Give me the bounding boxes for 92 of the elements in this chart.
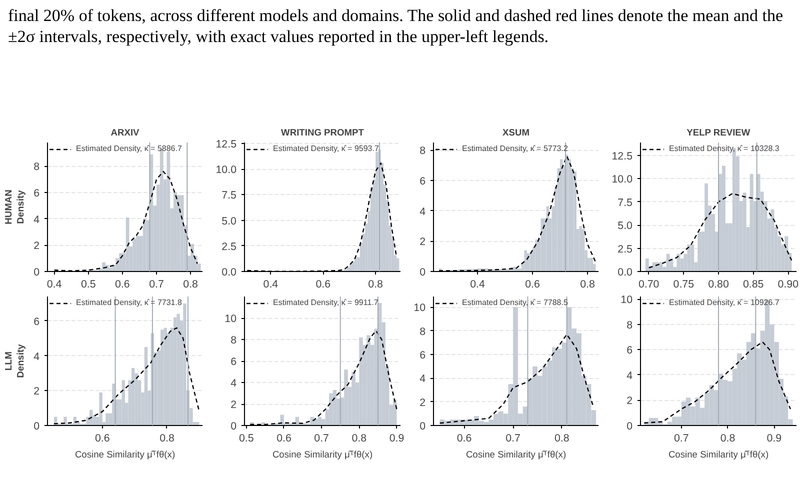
y-tick-label: 12.5	[216, 138, 237, 151]
y-tick-label: 2	[34, 386, 40, 398]
legend-label: Estimated Density, κ̂ = 9911.7	[273, 298, 378, 307]
x-tick-label: 0.7	[506, 432, 521, 444]
y-tick-label: 8	[420, 145, 426, 158]
x-tick-label: 0.6	[94, 432, 110, 444]
x-tick-label: 0.8	[580, 278, 595, 290]
y-tick-label: 10.0	[216, 164, 237, 176]
y-axis-title: LLM Density	[4, 343, 26, 378]
x-tick-label: 0.6	[525, 278, 540, 290]
y-tick-label: 0	[34, 420, 40, 432]
x-tick-label: 0.8	[720, 432, 736, 444]
legend-label: Estimated Density, κ̂ = 10926.7	[669, 298, 780, 307]
y-tick-label: 2.5	[618, 243, 633, 256]
y-tick-label: 4	[626, 370, 633, 382]
x-tick-label: 0.8	[352, 432, 367, 444]
y-tick-label: 8	[34, 161, 40, 174]
x-tick-label: 0.85	[742, 278, 764, 290]
x-tick-label: 0.4	[263, 278, 278, 290]
y-tick-label: 0	[420, 266, 426, 278]
x-axis-title: Cosine Similarity μ̂ᵀfθ(x)	[466, 450, 566, 460]
y-tick-label: 4	[420, 206, 426, 218]
x-tick-label: 0.75	[673, 278, 694, 290]
y-tick-label: 10	[414, 302, 426, 314]
y-tick-label: 2	[626, 395, 633, 408]
chart-title: XSUM	[502, 128, 530, 138]
x-tick-label: 0.7	[674, 432, 689, 444]
x-tick-label: 0.80	[708, 278, 729, 290]
y-tick-label: 0.0	[222, 266, 237, 278]
x-tick-label: 0.90	[778, 278, 799, 290]
y-tick-label: 0	[230, 420, 237, 432]
x-axis-title: Cosine Similarity μ̂ᵀfθ(x)	[74, 450, 176, 460]
x-tick-label: 0.6	[316, 278, 331, 290]
y-axis-title: HUMAN Density	[4, 189, 26, 224]
y-tick-label: 5.0	[222, 215, 237, 228]
x-tick-label: 0.8	[160, 432, 174, 444]
y-tick-label: 8	[230, 334, 237, 346]
x-tick-label: 0.8	[183, 278, 198, 290]
legend-label: Estimated Density, κ̂ = 5773.2	[462, 144, 568, 153]
y-tick-label: 2	[34, 240, 40, 252]
y-tick-label: 4	[34, 350, 40, 363]
y-tick-label: 12.5	[612, 150, 633, 162]
legend-label: Estimated Density, κ̂ = 5886.7	[76, 144, 182, 153]
y-tick-label: 2.5	[222, 240, 237, 253]
x-axis-title: Cosine Similarity μ̂ᵀfθ(x)	[272, 450, 373, 460]
y-tick-label: 2	[420, 396, 426, 409]
y-tick-label: 7.5	[222, 190, 237, 202]
x-tick-label: 0.7	[314, 432, 330, 444]
x-tick-label: 0.4	[46, 278, 62, 290]
y-tick-label: 6	[420, 175, 426, 188]
y-tick-label: 8	[420, 326, 426, 338]
chart-title: WRITING PROMPT	[281, 128, 364, 138]
y-tick-label: 6	[34, 188, 40, 200]
legend-label: Estimated Density, κ̂ = 7731.8	[76, 298, 182, 307]
x-tick-label: 0.9	[766, 432, 782, 444]
y-tick-label: 4	[34, 214, 40, 226]
x-tick-label: 0.5	[80, 278, 96, 290]
y-tick-label: 6	[34, 316, 40, 328]
chart-title: YELP REVIEW	[686, 128, 750, 138]
x-tick-label: 0.8	[368, 278, 384, 290]
y-tick-label: 0	[34, 266, 40, 278]
y-tick-label: 0	[626, 420, 633, 432]
text: final 20% of tokens, across different models and domains. The solid and dashed red lines denote the mean and the ±2σ intervals, respectively, with exact values reported in the upper-left legends.	[8, 5, 784, 48]
y-tick-label: 6	[626, 344, 633, 357]
y-tick-label: 8	[626, 319, 633, 332]
x-tick-label: 0.6	[456, 432, 472, 444]
x-tick-label: 0.6	[276, 432, 292, 444]
y-tick-label: 2	[420, 236, 426, 248]
y-tick-label: 10.0	[612, 174, 633, 186]
y-tick-label: 2	[230, 399, 237, 411]
y-tick-label: 6	[230, 356, 237, 368]
x-tick-label: 0.7	[149, 278, 164, 290]
legend-label: Estimated Density, κ̂ = 9593.7	[273, 144, 379, 153]
legend-label: Estimated Density, κ̂ = 10328.3	[669, 144, 780, 153]
x-tick-label: 0.8	[554, 432, 570, 444]
y-tick-label: 5.0	[618, 220, 633, 232]
y-tick-label: 4	[420, 373, 426, 386]
y-tick-label: 4	[230, 378, 237, 390]
chart-title: ARXIV	[110, 128, 140, 138]
x-tick-label: 0.9	[389, 432, 404, 444]
y-tick-label: 0	[420, 420, 426, 432]
legend-label: Estimated Density, κ̂ = 7788.5	[462, 298, 568, 307]
y-tick-label: 10	[224, 313, 237, 325]
y-tick-label: 0.0	[618, 266, 633, 278]
x-tick-label: 0.5	[238, 432, 254, 444]
x-tick-label: 0.70	[638, 278, 660, 290]
y-tick-label: 7.5	[618, 196, 633, 209]
y-tick-label: 10	[620, 294, 633, 306]
x-tick-label: 0.6	[115, 278, 130, 290]
y-tick-label: 6	[420, 349, 426, 362]
x-tick-label: 0.4	[470, 278, 485, 290]
x-axis-title: Cosine Similarity μ̂ᵀfθ(x)	[668, 450, 769, 460]
